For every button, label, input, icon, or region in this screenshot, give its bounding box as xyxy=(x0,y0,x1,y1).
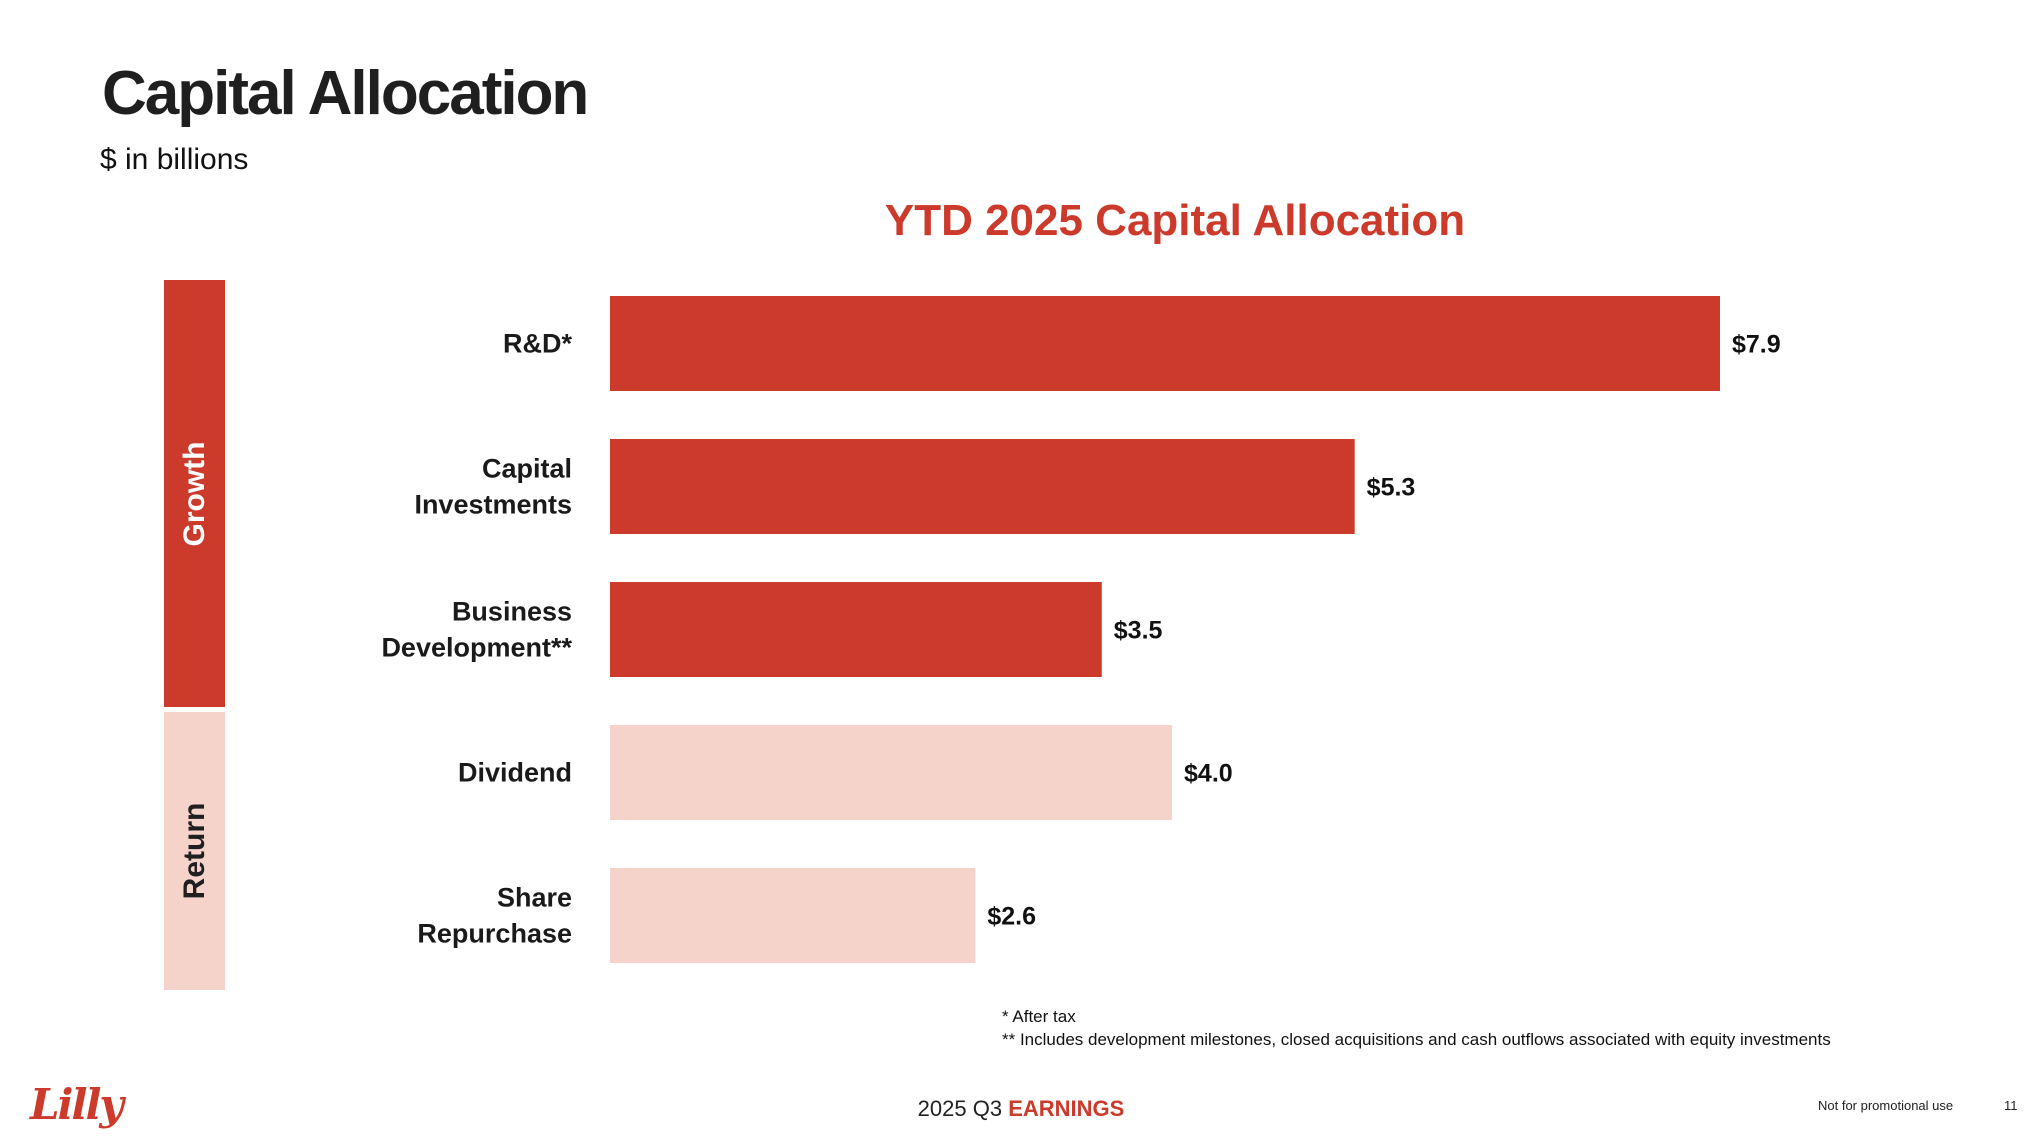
category-label-2-1: Development** xyxy=(381,633,572,663)
category-label-4-1: Repurchase xyxy=(417,919,572,949)
return-band: Return xyxy=(164,712,225,990)
footer-earnings-prefix: 2025 Q3 xyxy=(917,1096,1003,1121)
chart-title: YTD 2025 Capital Allocation xyxy=(884,196,1466,245)
lilly-logo: Lilly xyxy=(30,1080,124,1129)
disclaimer: Not for promotional use xyxy=(1818,1098,1954,1113)
category-label-4-0: Share xyxy=(497,883,572,913)
data-label-2: $3.5 xyxy=(1114,617,1163,645)
units-label: $ in billions xyxy=(100,143,249,176)
footnote-business-development: ** Includes development milestones, clos… xyxy=(1002,1030,1831,1049)
growth-band: Growth xyxy=(164,280,225,707)
bar-chart: $7.9 R&D* $5.3 Capital Investments $3.5 Busine… xyxy=(381,296,1781,963)
page-title: Capital Allocation xyxy=(102,59,589,128)
bar-0 xyxy=(610,296,1720,391)
category-label-0-0: R&D* xyxy=(503,329,572,359)
page-number: 11 xyxy=(2004,1098,2018,1113)
footer-earnings-accent: EARNINGS xyxy=(1008,1096,1125,1121)
data-label-4: $2.6 xyxy=(987,903,1036,931)
footnote-after-tax: * After tax xyxy=(1002,1007,1076,1026)
footer-earnings: 2025 Q3 EARNINGS xyxy=(0,1096,2042,1122)
bar-1 xyxy=(610,439,1355,534)
bar-2 xyxy=(610,582,1102,677)
data-label-0: $7.9 xyxy=(1732,331,1781,359)
category-label-1-0: Capital xyxy=(482,454,572,484)
bar-4 xyxy=(610,868,976,963)
data-label-3: $4.0 xyxy=(1184,760,1233,788)
category-label-1-1: Investments xyxy=(414,490,572,520)
bar-3 xyxy=(610,725,1173,820)
category-label-3-0: Dividend xyxy=(458,758,572,788)
category-label-2-0: Business xyxy=(452,597,572,627)
data-label-1: $5.3 xyxy=(1367,474,1416,502)
footnotes: * After tax ** Includes development mile… xyxy=(1002,1005,1831,1051)
